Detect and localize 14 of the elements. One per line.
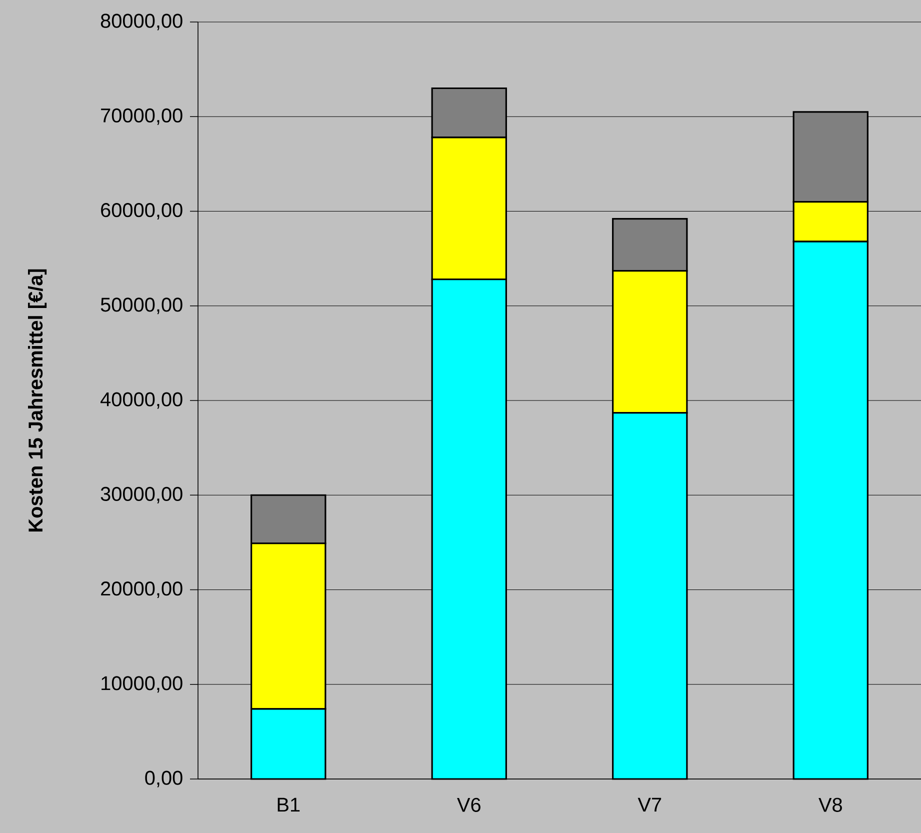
x-tick-label: V6 (457, 798, 480, 812)
x-tick-label: V7 (638, 798, 662, 812)
y-tick-label: 40000,00 (100, 392, 182, 409)
y-tick-label: 20000,00 (101, 582, 182, 598)
y-tick-label: 50000,00 (100, 298, 182, 314)
y-tick-label: 60000,00 (101, 203, 182, 220)
x-tick-label: B1 (278, 798, 300, 812)
y-tick-label: 80000,00 (100, 14, 182, 30)
y-tick-label: 30000,00 (100, 486, 182, 504)
y-tick-label: 10000,00 (102, 676, 182, 693)
y-axis-title: Kosten 15 Jahresmittel [€/a] (28, 269, 47, 532)
x-tick-label: V8 (818, 798, 842, 812)
y-tick-label: 0,00 (145, 770, 182, 788)
y-tick-label: 70000,00 (101, 108, 182, 125)
